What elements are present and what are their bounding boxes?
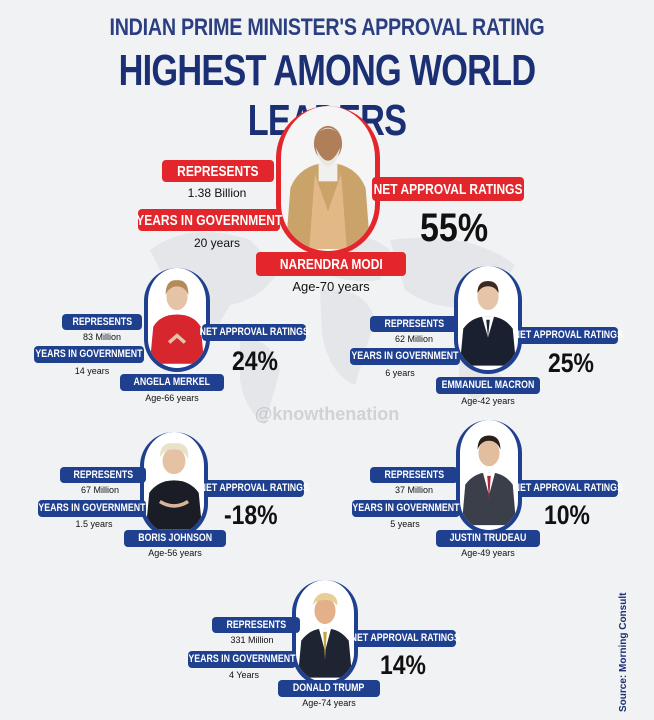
represents-value-johnson: 67 Million (80, 485, 120, 495)
label-years-trump: YEARS IN GOVERNMENT (188, 651, 296, 668)
label-approval-trump: NET APPROVAL RATINGS (350, 630, 460, 647)
label-approval-modi: NET APPROVAL RATINGS (372, 177, 524, 201)
years-value-johnson: 1.5 years (75, 519, 113, 529)
represents-value-macron: 62 Million (394, 334, 434, 344)
portrait-trump (292, 580, 358, 686)
person-silhouette-icon (459, 280, 517, 366)
years-value-macron: 6 years (385, 368, 415, 378)
label-approval-macron: NET APPROVAL RATINGS (513, 327, 623, 344)
represents-value-trudeau: 37 Million (394, 485, 434, 495)
age-macron: Age-42 years (461, 396, 515, 406)
rating-trudeau: 10% (544, 500, 590, 530)
name-trump: DONALD TRUMP (278, 680, 380, 697)
age-trump: Age-74 years (302, 698, 356, 708)
age-merkel: Age-66 years (145, 393, 199, 403)
portrait-merkel (144, 268, 210, 372)
represents-value-trump: 331 Million (230, 635, 274, 645)
rating-johnson: -18% (224, 500, 278, 530)
portrait-modi (276, 106, 380, 256)
years-value-modi: 20 years (193, 236, 241, 250)
label-years-modi: YEARS IN GOVERNMENT (136, 209, 282, 231)
world-map-background (150, 232, 515, 425)
age-johnson: Age-56 years (148, 548, 202, 558)
label-years-johnson: YEARS IN GOVERNMENT (38, 500, 146, 517)
name-merkel: ANGELA MERKEL (120, 374, 224, 391)
person-silhouette-icon (145, 443, 203, 530)
label-represents-trump: REPRESENTS (212, 617, 300, 633)
portrait-johnson (140, 432, 208, 538)
years-value-merkel: 14 years (74, 366, 110, 376)
person-silhouette-icon (149, 280, 205, 364)
age-modi: Age-70 years (292, 279, 370, 294)
label-years-merkel: YEARS IN GOVERNMENT (34, 346, 144, 363)
label-represents-trudeau: REPRESENTS (370, 467, 458, 483)
person-silhouette-icon (285, 125, 371, 249)
watermark: @knowthenation (254, 404, 400, 424)
age-trudeau: Age-49 years (461, 548, 515, 558)
represents-value-modi: 1.38 Billion (187, 186, 247, 200)
person-silhouette-icon (461, 435, 517, 526)
years-value-trump: 4 Years (228, 670, 260, 680)
source-note: Source: Morning Consult (618, 592, 629, 712)
rating-merkel: 24% (232, 346, 278, 376)
name-macron: EMMANUEL MACRON (436, 377, 540, 394)
label-years-macron: YEARS IN GOVERNMENT (350, 348, 460, 365)
portrait-trudeau (456, 420, 522, 534)
name-modi: NARENDRA MODI (256, 252, 406, 276)
header-subtitle: INDIAN PRIME MINISTER'S APPROVAL RATING (109, 14, 545, 41)
label-represents-modi: REPRESENTS (162, 160, 274, 182)
rating-trump: 14% (380, 650, 426, 680)
label-years-trudeau: YEARS IN GOVERNMENT (352, 500, 460, 517)
person-silhouette-icon (297, 593, 353, 678)
label-approval-johnson: NET APPROVAL RATINGS (199, 480, 309, 497)
years-value-trudeau: 5 years (390, 519, 420, 529)
name-johnson: BORIS JOHNSON (124, 530, 226, 547)
label-approval-trudeau: NET APPROVAL RATINGS (513, 480, 623, 497)
label-represents-johnson: REPRESENTS (60, 467, 146, 483)
label-approval-merkel: NET APPROVAL RATINGS (199, 324, 309, 341)
portrait-macron (454, 266, 522, 374)
rating-macron: 25% (548, 348, 594, 378)
label-represents-merkel: REPRESENTS (62, 314, 142, 330)
represents-value-merkel: 83 Million (82, 332, 122, 342)
name-trudeau: JUSTIN TRUDEAU (436, 530, 540, 547)
rating-modi: 55% (420, 206, 489, 250)
label-represents-macron: REPRESENTS (370, 316, 458, 332)
